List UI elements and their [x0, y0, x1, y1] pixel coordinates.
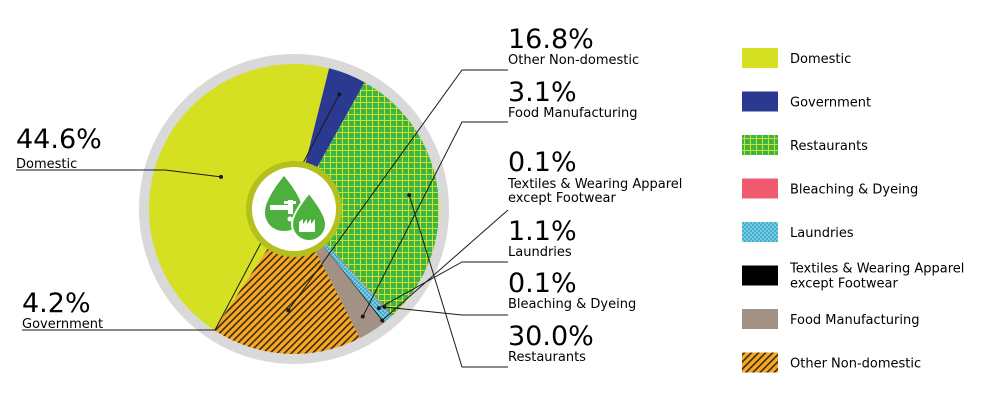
legend-label-other-non-domestic: Other Non-domestic — [790, 357, 921, 372]
leader-line-domestic — [16, 169, 222, 178]
pie-slice-other-non-domestic — [214, 209, 360, 354]
legend-label-food-manufacturing: Food Manufacturing — [790, 313, 919, 328]
leader-dot-bleaching-and-dyeing — [382, 305, 387, 310]
label-value-other-non-domestic: 16.8% — [508, 24, 594, 55]
legend-swatch-laundries — [742, 222, 778, 242]
legend-label-domestic: Domestic — [790, 52, 851, 67]
legend-label-textiles-and-wearing-apparel-except-footwear-line2: except Footwear — [790, 277, 898, 292]
leader-dot-textiles-and-wearing-apparel-except-footwear — [380, 318, 385, 323]
label-value-laundries: 1.1% — [508, 216, 577, 247]
label-name-laundries: Laundries — [508, 245, 572, 260]
leader-line-bleaching-and-dyeing — [384, 306, 508, 316]
data-labels: 44.6% Domestic 4.2% Government 16.8% Oth… — [16, 24, 682, 365]
leader-line-food-manufacturing — [362, 121, 508, 317]
leader-dot-laundries — [376, 306, 381, 311]
label-name-bleaching-dyeing: Bleaching & Dyeing — [508, 297, 636, 312]
label-name-food-manufacturing: Food Manufacturing — [508, 106, 637, 121]
pie-slice-domestic — [149, 63, 330, 330]
label-name-other-non-domestic: Other Non-domestic — [508, 53, 639, 68]
center-badge — [246, 161, 342, 257]
legend-label-laundries: Laundries — [790, 226, 854, 241]
leader-dot-government — [337, 92, 342, 97]
label-name-domestic: Domestic — [16, 157, 77, 172]
legend-label-textiles-and-wearing-apparel-except-footwear-line1: Textiles & Wearing Apparel — [789, 262, 964, 277]
legend-swatch-bleaching-and-dyeing — [742, 178, 778, 199]
legend-swatch-textiles-and-wearing-apparel-except-footwear — [742, 265, 778, 286]
label-value-bleaching-dyeing: 0.1% — [508, 268, 577, 299]
leader-dot-domestic — [218, 174, 223, 179]
legend-swatch-other-non-domestic — [742, 352, 778, 373]
label-value-domestic: 44.6% — [16, 124, 102, 155]
legend: Domestic Government Restaurants Bleaching &… — [742, 48, 964, 373]
label-value-government: 4.2% — [22, 288, 91, 319]
leader-line-laundries — [378, 261, 508, 309]
label-name-textiles-line2: except Footwear — [508, 191, 616, 206]
legend-swatch-domestic — [742, 48, 778, 68]
leader-dot-restaurants — [407, 193, 412, 198]
legend-swatch-restaurants — [742, 135, 778, 155]
label-value-textiles: 0.1% — [508, 147, 577, 178]
legend-label-government: Government — [790, 96, 871, 111]
leader-line-other-non-domestic — [287, 69, 508, 311]
label-name-textiles-line1: Textiles & Wearing Apparel — [507, 177, 682, 192]
legend-label-bleaching-and-dyeing: Bleaching & Dyeing — [790, 183, 918, 198]
label-value-restaurants: 30.0% — [508, 321, 594, 352]
leader-dot-food-manufacturing — [360, 314, 365, 319]
label-name-government: Government — [22, 317, 103, 332]
water-drop-tap-factory-icon — [265, 176, 328, 243]
pie-slice-restaurants — [294, 82, 440, 316]
legend-swatch-government — [742, 91, 778, 112]
label-value-food-manufacturing: 3.1% — [508, 77, 577, 108]
leader-line-restaurants — [408, 194, 508, 368]
label-name-restaurants: Restaurants — [508, 350, 586, 365]
leader-dot-other-non-domestic — [286, 308, 291, 313]
leader-line-textiles-and-wearing-apparel-except-footwear — [381, 209, 509, 321]
legend-label-restaurants: Restaurants — [790, 139, 868, 154]
legend-swatch-food-manufacturing — [742, 309, 778, 329]
